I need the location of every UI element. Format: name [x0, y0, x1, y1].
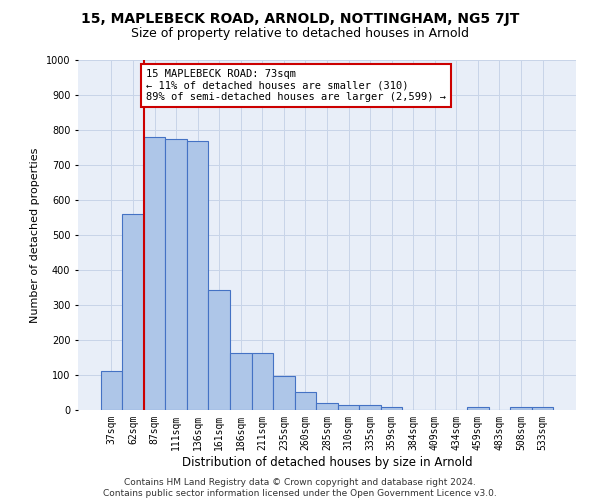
- X-axis label: Distribution of detached houses by size in Arnold: Distribution of detached houses by size …: [182, 456, 472, 468]
- Bar: [144, 137, 166, 410]
- Bar: [273, 376, 295, 410]
- Bar: [316, 403, 338, 410]
- Bar: [187, 140, 208, 410]
- Bar: [295, 392, 316, 410]
- Bar: [467, 406, 488, 410]
- Bar: [251, 353, 273, 410]
- Bar: [381, 406, 403, 410]
- Text: 15 MAPLEBECK ROAD: 73sqm
← 11% of detached houses are smaller (310)
89% of semi-: 15 MAPLEBECK ROAD: 73sqm ← 11% of detach…: [146, 68, 446, 102]
- Bar: [166, 138, 187, 410]
- Text: Size of property relative to detached houses in Arnold: Size of property relative to detached ho…: [131, 28, 469, 40]
- Bar: [208, 290, 230, 410]
- Bar: [230, 353, 251, 410]
- Bar: [338, 405, 359, 410]
- Bar: [101, 371, 122, 410]
- Text: Contains HM Land Registry data © Crown copyright and database right 2024.
Contai: Contains HM Land Registry data © Crown c…: [103, 478, 497, 498]
- Bar: [510, 406, 532, 410]
- Bar: [532, 406, 553, 410]
- Y-axis label: Number of detached properties: Number of detached properties: [31, 148, 40, 322]
- Bar: [122, 214, 144, 410]
- Text: 15, MAPLEBECK ROAD, ARNOLD, NOTTINGHAM, NG5 7JT: 15, MAPLEBECK ROAD, ARNOLD, NOTTINGHAM, …: [81, 12, 519, 26]
- Bar: [359, 405, 381, 410]
